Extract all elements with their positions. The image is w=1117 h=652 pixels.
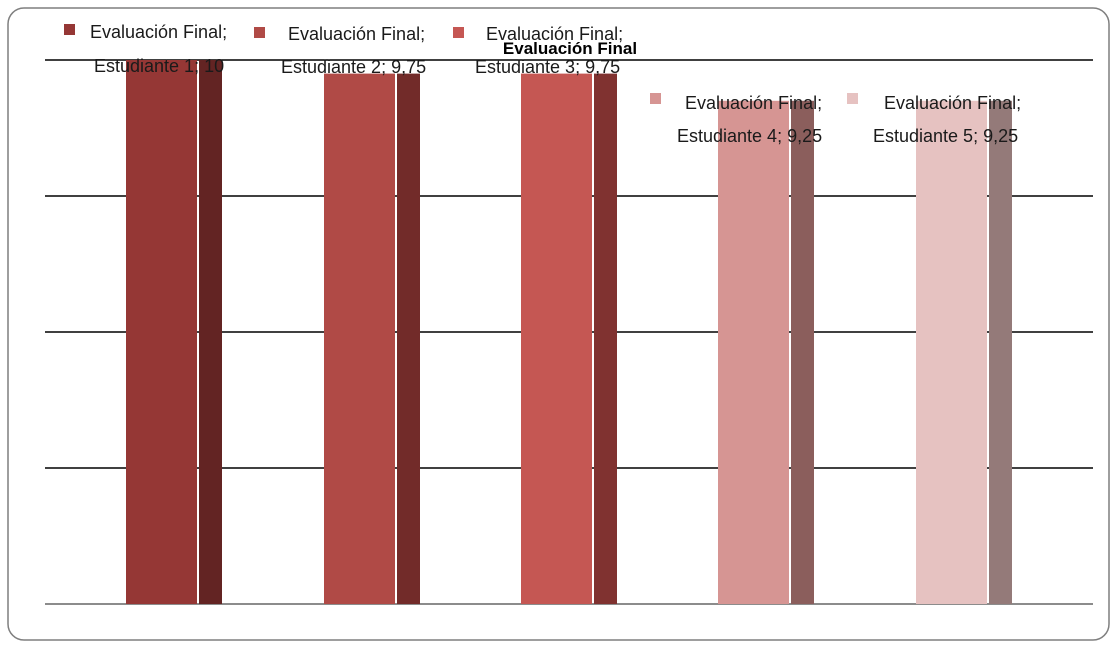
data-label-4-line2: Estudiante 4; 9,25 — [677, 126, 822, 146]
data-label-5-line2: Estudiante 5; 9,25 — [873, 126, 1018, 146]
bar-4 — [718, 100, 789, 605]
bar-5 — [916, 100, 987, 605]
data-label-1-line2: Estudiante 1; 10 — [94, 56, 224, 76]
bar-3 — [521, 73, 592, 605]
bar-2 — [324, 73, 395, 605]
bar-4-side — [791, 100, 814, 605]
data-label-3-line2: Estudiante 3; 9,75 — [475, 57, 620, 77]
bar-5-side — [989, 100, 1012, 605]
legend-marker-2 — [254, 27, 265, 38]
legend-marker-4 — [650, 93, 661, 104]
bar-1-side — [199, 60, 222, 604]
data-label-2-line2: Estudiante 2; 9,75 — [281, 57, 426, 77]
data-label-1-line1: Evaluación Final; — [90, 22, 227, 42]
data-label-4-line1: Evaluación Final; — [685, 93, 822, 113]
bar-1 — [126, 60, 197, 604]
data-labels: Evaluación Final; Estudiante 1; 10 Evaluac… — [64, 22, 1021, 146]
data-label-2-line1: Evaluación Final; — [288, 24, 425, 44]
bar-3-side — [594, 73, 617, 605]
bar-2-side — [397, 73, 420, 605]
data-label-3-line1: Evaluación Final; — [486, 24, 623, 44]
bars — [126, 60, 1012, 605]
data-label-5-line1: Evaluación Final; — [884, 93, 1021, 113]
legend-marker-3 — [453, 27, 464, 38]
legend-marker-5 — [847, 93, 858, 104]
chart-title: Evaluación Final — [503, 39, 637, 58]
legend-marker-1 — [64, 24, 75, 35]
